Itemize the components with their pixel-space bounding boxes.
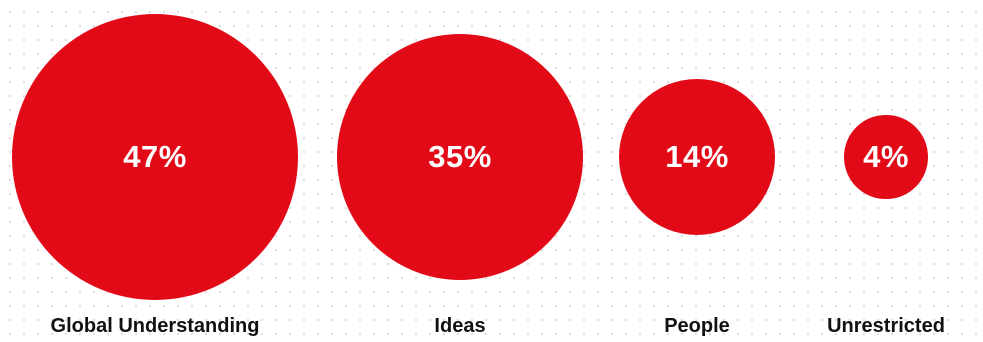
value-label-global-understanding: 47% bbox=[123, 139, 187, 174]
category-label-ideas: Ideas bbox=[434, 315, 486, 337]
value-label-unrestricted: 4% bbox=[863, 138, 909, 174]
bubble-global-understanding: 47% bbox=[12, 14, 298, 300]
bubble-unrestricted: 4% bbox=[844, 115, 928, 199]
bubble-people: 14% bbox=[618, 78, 776, 236]
value-label-people: 14% bbox=[665, 138, 729, 174]
bubble-ideas: 35% bbox=[336, 33, 584, 281]
category-label-global-understanding: Global Understanding bbox=[50, 315, 260, 337]
value-label-ideas: 35% bbox=[428, 138, 492, 174]
category-label-unrestricted: Unrestricted bbox=[827, 315, 945, 337]
category-label-people: People bbox=[664, 315, 730, 337]
